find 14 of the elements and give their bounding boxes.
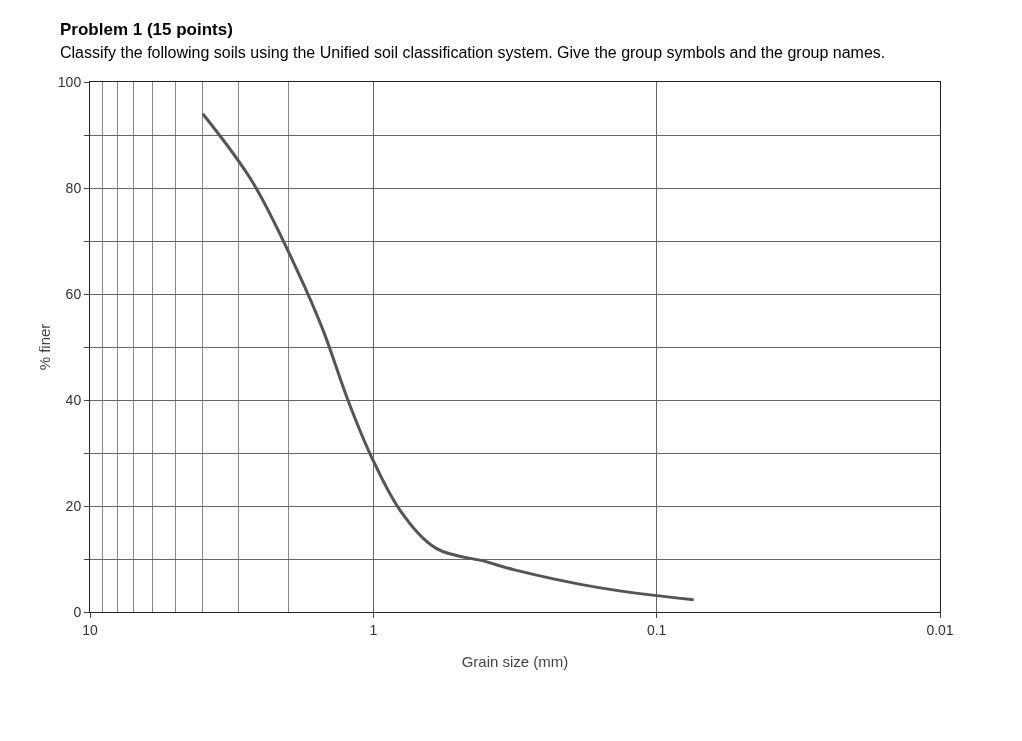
x-tick-label: 10 (82, 621, 98, 638)
x-tick-label: 1 (369, 621, 378, 638)
y-tick-label: 80 (65, 179, 82, 196)
x-tick-label: 0.1 (646, 621, 667, 638)
chart-title: Problem 1 (15 points) (60, 20, 234, 40)
y-axis-title: % finer (36, 323, 53, 371)
chart-subtitle: Classify the following soils using the Unified soil classification system. Give the group symbols and the group names. (60, 44, 887, 62)
y-tick-label: 100 (57, 73, 82, 90)
y-tick-label: 60 (65, 285, 82, 302)
y-tick-label: 0 (73, 603, 82, 620)
x-axis-title: Grain size (mm) (461, 653, 569, 670)
y-tick-label: 20 (65, 497, 82, 514)
x-tick-label: 0.01 (926, 621, 954, 638)
y-tick-label: 40 (65, 391, 82, 408)
